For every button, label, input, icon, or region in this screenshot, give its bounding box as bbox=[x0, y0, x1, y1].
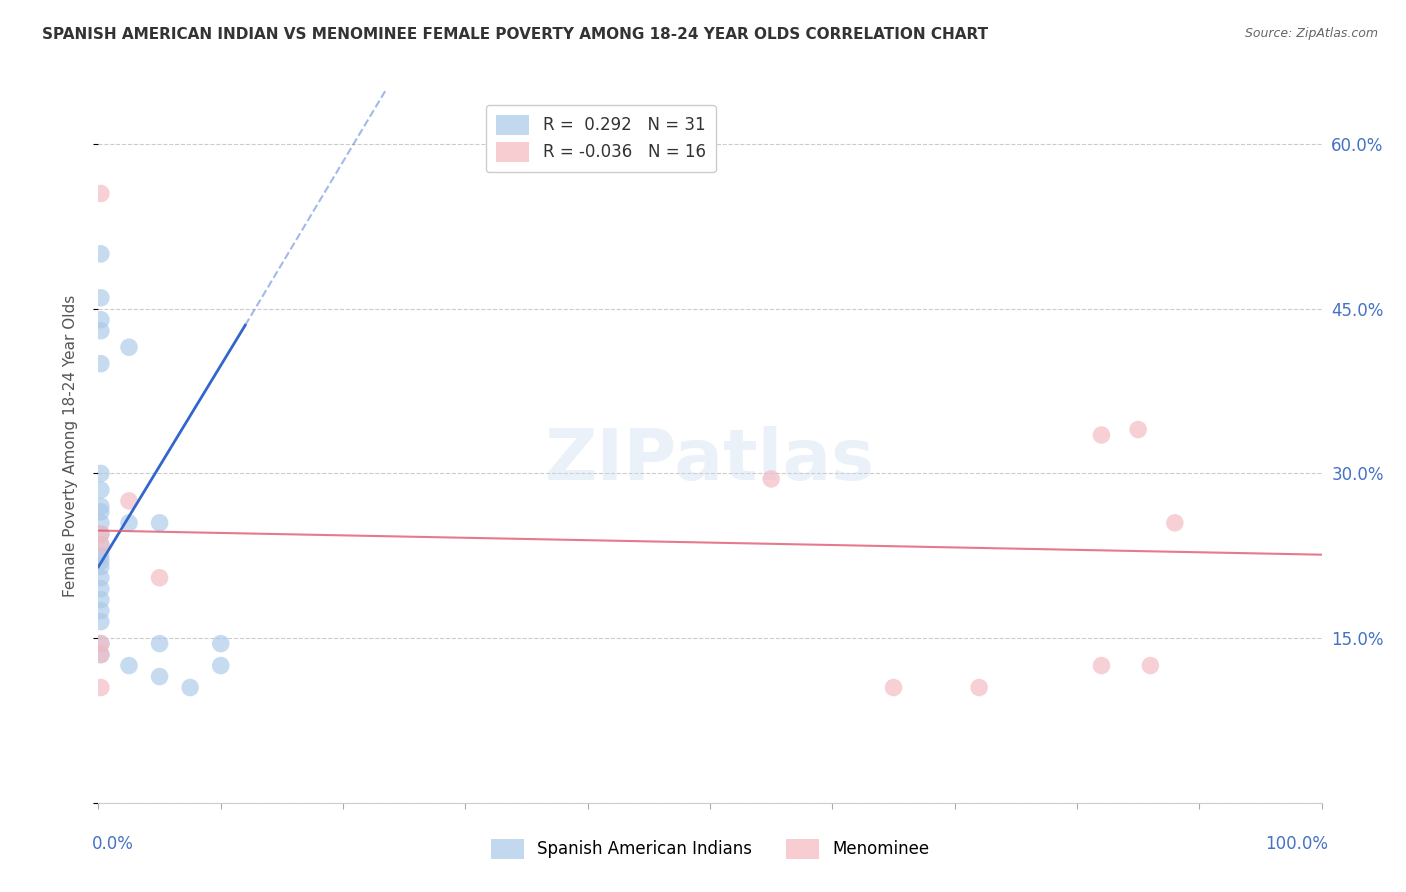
Point bbox=[90, 526, 112, 541]
Point bbox=[118, 658, 141, 673]
Point bbox=[90, 637, 112, 651]
Point bbox=[179, 681, 201, 695]
Point bbox=[90, 559, 112, 574]
Point bbox=[90, 538, 112, 552]
Point bbox=[883, 681, 905, 695]
Point bbox=[90, 571, 112, 585]
Point bbox=[90, 483, 112, 497]
Point bbox=[90, 648, 112, 662]
Point bbox=[90, 554, 112, 568]
Point bbox=[149, 637, 172, 651]
Point bbox=[149, 571, 172, 585]
Point bbox=[90, 505, 112, 519]
Point bbox=[1090, 658, 1112, 673]
Point bbox=[118, 494, 141, 508]
Point bbox=[967, 681, 990, 695]
Point bbox=[761, 472, 783, 486]
Point bbox=[90, 582, 112, 596]
Point bbox=[118, 516, 141, 530]
Point bbox=[90, 637, 112, 651]
Point bbox=[90, 324, 112, 338]
Point bbox=[90, 592, 112, 607]
Point bbox=[90, 186, 112, 201]
Point bbox=[90, 312, 112, 326]
Text: Source: ZipAtlas.com: Source: ZipAtlas.com bbox=[1244, 27, 1378, 40]
Point bbox=[90, 357, 112, 371]
Point bbox=[118, 340, 141, 354]
Point bbox=[90, 291, 112, 305]
Point bbox=[90, 648, 112, 662]
Point bbox=[90, 549, 112, 563]
Point bbox=[149, 516, 172, 530]
Point bbox=[90, 247, 112, 261]
Point bbox=[90, 500, 112, 514]
Point bbox=[1128, 423, 1150, 437]
Point bbox=[90, 615, 112, 629]
Point bbox=[1164, 516, 1187, 530]
Point bbox=[149, 669, 172, 683]
Point bbox=[90, 516, 112, 530]
Point bbox=[90, 526, 112, 541]
Point bbox=[90, 681, 112, 695]
Point bbox=[90, 538, 112, 552]
Point bbox=[90, 467, 112, 481]
Text: 0.0%: 0.0% bbox=[93, 835, 134, 853]
Point bbox=[209, 658, 232, 673]
Point bbox=[1139, 658, 1161, 673]
Point bbox=[1090, 428, 1112, 442]
Legend: Spanish American Indians, Menominee: Spanish American Indians, Menominee bbox=[484, 832, 936, 866]
Point bbox=[90, 604, 112, 618]
Point bbox=[209, 637, 232, 651]
Text: ZIPatlas: ZIPatlas bbox=[546, 425, 875, 495]
Text: 100.0%: 100.0% bbox=[1265, 835, 1327, 853]
Y-axis label: Female Poverty Among 18-24 Year Olds: Female Poverty Among 18-24 Year Olds bbox=[63, 295, 77, 597]
Text: SPANISH AMERICAN INDIAN VS MENOMINEE FEMALE POVERTY AMONG 18-24 YEAR OLDS CORREL: SPANISH AMERICAN INDIAN VS MENOMINEE FEM… bbox=[42, 27, 988, 42]
